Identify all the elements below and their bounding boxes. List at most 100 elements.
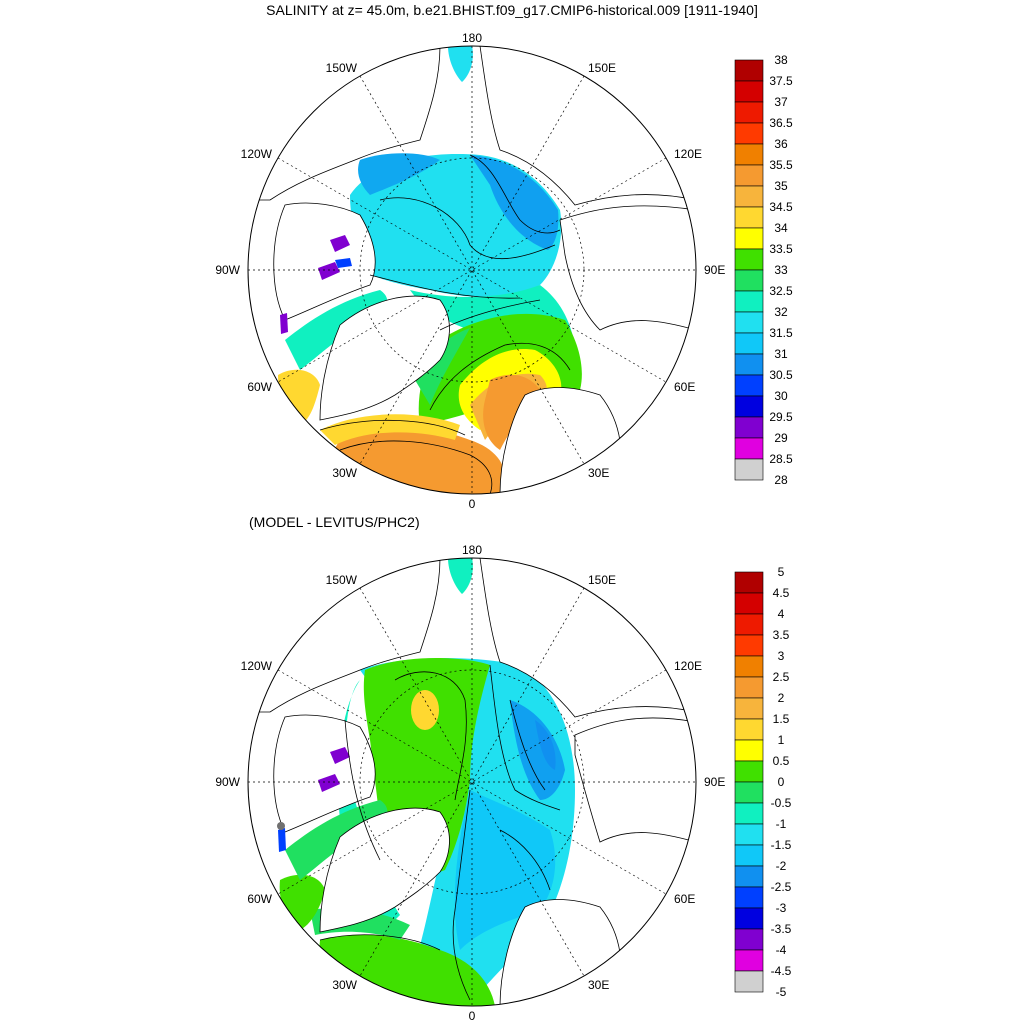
lon-60e: 60E: [674, 380, 695, 394]
difference-colorbar-tick-label: 5: [778, 565, 785, 579]
salinity-colorbar-tick-label: 33: [774, 263, 788, 277]
salinity-colorbar-swatch: [734, 143, 764, 166]
salinity-colorbar-tick-label: 30.5: [769, 368, 793, 382]
east-basin-field: [470, 155, 559, 250]
diff-contour-lines: [319, 664, 561, 1001]
diff-lon-120e: 120E: [674, 659, 702, 673]
difference-colorbar-tick-label: 1: [778, 733, 785, 747]
difference-colorbar-swatch: [734, 718, 764, 741]
diff-lon-180: 180: [462, 543, 482, 557]
lon-90w: 90W: [215, 263, 240, 277]
difference-colorbar-tick-label: -4.5: [771, 964, 792, 978]
salinity-colorbar-tick-label: 35: [774, 179, 788, 193]
salinity-colorbar-tick-label: 37: [774, 95, 788, 109]
salinity-colorbar-tick-label: 34.5: [769, 200, 793, 214]
salinity-colorbar-swatch: [734, 395, 764, 418]
salinity-colorbar: 38 37.5 37 36.5 36 35.5 35 34.5 34 33.5 33 32.5 32 31…: [734, 53, 793, 487]
difference-subtitle: (MODEL - LEVITUS/PHC2): [249, 514, 420, 530]
lon-120e: 120E: [674, 147, 702, 161]
difference-colorbar-swatch: [734, 781, 764, 804]
diff-baffin-teal: [285, 800, 388, 880]
difference-colorbar-swatch: [734, 844, 764, 867]
diff-lon-30e: 30E: [588, 978, 609, 992]
difference-colorbar-tick-label: 0: [778, 775, 785, 789]
lon-90e: 90E: [704, 263, 725, 277]
salinity-colorbar-swatch: [734, 269, 764, 292]
bottom-lon-labels: 180 0 90W 90E 150W 120W 150E 120E 60W 30…: [215, 543, 725, 1023]
lon-120w: 120W: [241, 147, 273, 161]
salinity-map: [247, 45, 697, 495]
diff-lon-150e: 150E: [588, 573, 616, 587]
salinity-colorbar-tick-label: 29: [774, 431, 788, 445]
difference-colorbar-tick-label: -1: [776, 817, 787, 831]
salinity-colorbar-swatch: [734, 164, 764, 187]
nordic-light-green: [415, 328, 470, 405]
difference-colorbar-swatch: [734, 613, 764, 636]
salinity-colorbar-tick-label: 33.5: [769, 242, 793, 256]
salinity-colorbar-swatch: [734, 122, 764, 145]
hudson-blue: [335, 258, 352, 268]
diff-lon-60e: 60E: [674, 892, 695, 906]
difference-colorbar-tick-label: -2: [776, 859, 787, 873]
lon-30w: 30W: [332, 466, 357, 480]
diff-bering-cyan: [448, 558, 473, 594]
difference-colorbar-tick-label: -1.5: [771, 838, 792, 852]
diff-lon-60w: 60W: [247, 892, 272, 906]
diff-blue-strip: [278, 828, 286, 852]
greenland-land: [319, 295, 450, 421]
difference-colorbar-tick-label: 3.5: [773, 628, 790, 642]
diff-siberia-land: [574, 717, 696, 843]
difference-colorbar-tick-label: 4.5: [773, 586, 790, 600]
salinity-colorbar-swatch: [734, 458, 764, 481]
lon-0: 0: [469, 497, 476, 511]
difference-colorbar-swatch: [734, 865, 764, 888]
difference-colorbar-tick-label: 3: [778, 649, 785, 663]
diff-lon-30w: 30W: [332, 978, 357, 992]
diff-lon-90e: 90E: [704, 775, 725, 789]
salinity-colorbar-tick-label: 28.5: [769, 452, 793, 466]
difference-colorbar-swatch: [734, 571, 764, 594]
bering-cyan: [448, 46, 473, 82]
salinity-colorbar-swatch: [734, 59, 764, 82]
difference-colorbar-tick-label: 0.5: [773, 754, 790, 768]
diff-graticule: [248, 558, 696, 1006]
salinity-colorbar-tick-label: 34: [774, 221, 788, 235]
difference-colorbar-tick-label: 2: [778, 691, 785, 705]
difference-colorbar-swatch: [734, 655, 764, 678]
figure-title: SALINITY at z= 45.0m, b.e21.BHIST.f09_g1…: [266, 2, 758, 18]
difference-colorbar-swatch: [734, 823, 764, 846]
diff-greenland-land: [319, 807, 450, 933]
difference-colorbar-swatch: [734, 907, 764, 930]
diff-lon-0: 0: [469, 1009, 476, 1023]
diff-yellow-blob: [411, 690, 439, 730]
difference-colorbar-tick-label: -2.5: [771, 880, 792, 894]
diff-purple-1: [330, 747, 350, 764]
diff-purple-2: [318, 774, 340, 792]
difference-colorbar-swatch: [734, 760, 764, 783]
hudson-purple: [330, 235, 350, 252]
diff-lon-120w: 120W: [241, 659, 273, 673]
difference-colorbar-swatch: [734, 928, 764, 951]
salinity-colorbar-swatch: [734, 80, 764, 103]
salinity-colorbar-tick-label: 31: [774, 347, 788, 361]
top-lon-labels: 180 0 90W 90E 150W 120W 150E 120E 60W 30…: [215, 31, 725, 511]
difference-colorbar-tick-label: 2.5: [773, 670, 790, 684]
diff-blue-field: [510, 700, 565, 800]
salinity-colorbar-swatch: [734, 101, 764, 124]
difference-colorbar-tick-label: -3: [776, 901, 787, 915]
difference-colorbar-swatch: [734, 802, 764, 825]
salinity-colorbar-tick-label: 32.5: [769, 284, 793, 298]
difference-colorbar-swatch: [734, 592, 764, 615]
lon-150e: 150E: [588, 61, 616, 75]
salinity-colorbar-swatch: [734, 437, 764, 460]
diff-lon-90w: 90W: [215, 775, 240, 789]
difference-colorbar-tick-label: -0.5: [771, 796, 792, 810]
difference-colorbar-swatch: [734, 697, 764, 720]
labrador-purple: [280, 313, 288, 334]
salinity-colorbar-tick-label: 35.5: [769, 158, 793, 172]
salinity-colorbar-swatch: [734, 353, 764, 376]
diff-lon-150w: 150W: [326, 573, 358, 587]
lon-30e: 30E: [588, 466, 609, 480]
difference-colorbar: 5 4.5 4 3.5 3 2.5 2 1.5 1 0.5 0 -0.5 -1 -1.5 -2 -2.5 -3 -…: [734, 565, 792, 999]
